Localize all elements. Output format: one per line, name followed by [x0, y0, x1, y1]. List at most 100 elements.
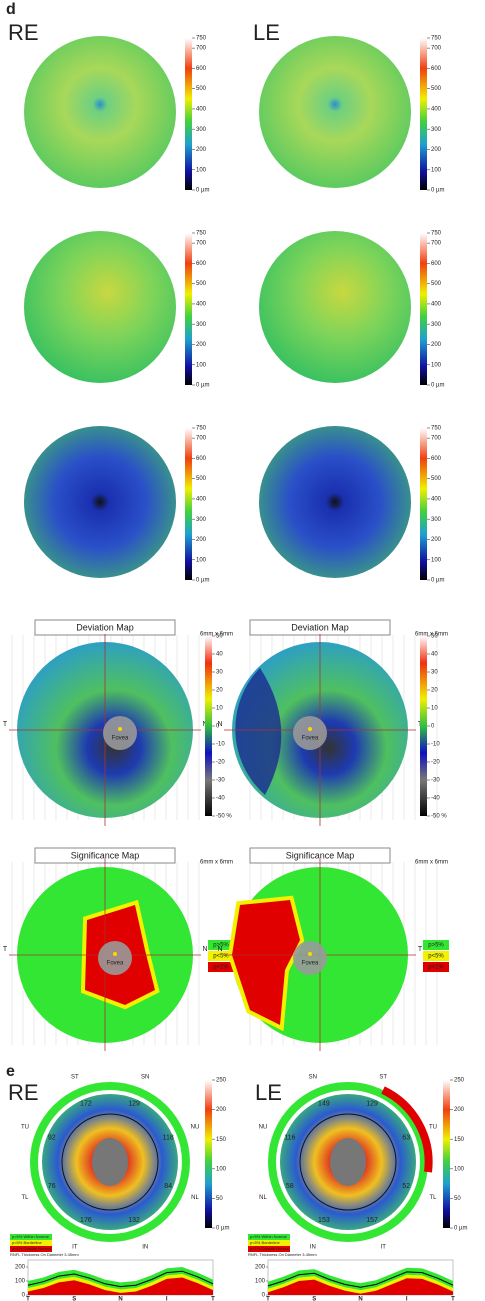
sector-name: NU — [259, 1124, 268, 1130]
legend-label: p<1% Outside Normal — [250, 1246, 289, 1251]
colorbar-tick-label: 600 — [431, 456, 442, 462]
sector-name: SN — [309, 1075, 317, 1081]
colorbar-tick-label: 700 — [196, 241, 207, 247]
sector-value: 63 — [402, 1135, 410, 1142]
colorbar-tick-label: 400 — [431, 107, 442, 113]
legend-label: p<5% Borderline — [12, 1240, 42, 1245]
colorbar-tick-label: 300 — [196, 127, 207, 133]
fovea-label: Fovea — [302, 736, 319, 742]
colorbar-tick-label: 700 — [431, 46, 442, 52]
colorbar-tick-label: 200 — [431, 342, 442, 348]
side-label: T — [418, 946, 423, 953]
colorbar-tick-label: 750 — [431, 426, 442, 432]
colorbar-tick-label: 300 — [196, 517, 207, 523]
legend-swatch — [208, 951, 234, 961]
thickness-map — [24, 426, 176, 578]
colorbar-tick-label: 500 — [431, 281, 442, 287]
colorbar-tick-label: 500 — [196, 476, 207, 482]
colorbar-tick-label: 500 — [431, 86, 442, 92]
profile-line — [267, 1271, 454, 1288]
side-label: T — [3, 946, 8, 953]
colorbar-tick-label: 30 — [216, 670, 223, 676]
colorbar-tick-label: -20 — [431, 760, 440, 766]
legend-label: p<1% — [213, 965, 229, 971]
legend-swatch — [423, 940, 449, 950]
colorbar-tick-label: 0 µm — [196, 188, 209, 194]
x-tick-label: T — [211, 1297, 215, 1301]
colorbar-tick-label: 700 — [196, 46, 207, 52]
map-size: 6mm x 6mm — [200, 632, 233, 638]
colorbar-tick-label: 200 — [454, 1107, 465, 1113]
sector-value: 172 — [80, 1101, 92, 1108]
colorbar — [420, 233, 427, 385]
colorbar-tick-label: 30 — [431, 670, 438, 676]
legend-label: p<1% Outside Normal — [12, 1246, 51, 1251]
side-label: T — [3, 721, 8, 728]
significance-red — [232, 900, 300, 1025]
y-tick-label: 200 — [255, 1265, 266, 1271]
sector-name: NL — [191, 1195, 199, 1201]
colorbar-tick-label: 400 — [196, 107, 207, 113]
colorbar-tick-label: -20 — [216, 760, 225, 766]
colorbar — [185, 428, 192, 580]
colorbar — [420, 636, 427, 816]
colorbar-tick-label: 600 — [196, 261, 207, 267]
colorbar-tick-label: 750 — [431, 36, 442, 42]
colorbar-tick-label: 0 µm — [196, 578, 209, 584]
colorbar-tick-label: 600 — [431, 66, 442, 72]
colorbar-tick-label: -30 — [431, 778, 440, 784]
colorbar-tick-label: 100 — [431, 362, 442, 368]
x-tick-label: I — [406, 1297, 408, 1301]
colorbar-tick-label: 700 — [431, 241, 442, 247]
sector-value: 129 — [128, 1101, 140, 1108]
sector-value: 84 — [164, 1183, 172, 1190]
sector-name: NL — [259, 1195, 267, 1201]
eye-label: LE — [255, 1080, 282, 1105]
map-title: Significance Map — [286, 850, 355, 860]
x-tick-label: T — [451, 1297, 455, 1301]
thickness-map — [259, 36, 411, 188]
sector-name: IN — [142, 1245, 148, 1251]
sector-name: TL — [21, 1195, 29, 1201]
panel-label: e — [6, 1063, 15, 1080]
colorbar-tick-label: 200 — [431, 537, 442, 543]
fovea-dot — [308, 952, 312, 956]
legend-swatch — [10, 1234, 52, 1240]
sector-value: 129 — [366, 1101, 378, 1108]
colorbar-tick-label: -40 — [431, 796, 440, 802]
colorbar-tick-label: 400 — [196, 302, 207, 308]
y-tick-label: 200 — [15, 1265, 26, 1271]
sector-name: TU — [429, 1124, 437, 1130]
colorbar-tick-label: 0 µm — [431, 188, 444, 194]
colorbar-tick-label: 50 — [454, 1196, 461, 1202]
colorbar-tick-label: 300 — [431, 517, 442, 523]
colorbar-tick-label: 100 — [196, 557, 207, 563]
colorbar-tick-label: 100 — [196, 362, 207, 368]
fovea-label: Fovea — [112, 736, 129, 742]
thickness-map — [24, 36, 176, 188]
y-tick-label: 100 — [255, 1279, 266, 1285]
colorbar-tick-label: 200 — [196, 342, 207, 348]
map-size: 6mm x 6mm — [415, 860, 448, 866]
colorbar — [205, 636, 212, 816]
colorbar — [185, 233, 192, 385]
colorbar-tick-label: 750 — [196, 426, 207, 432]
side-label: N — [202, 946, 207, 953]
x-tick-label: S — [72, 1297, 76, 1301]
legend-label: p<1% — [428, 965, 444, 971]
colorbar — [443, 1080, 450, 1228]
sector-name: IT — [72, 1245, 78, 1251]
colorbar-tick-label: 100 — [454, 1166, 465, 1172]
legend-label: p>5% Within Normal — [12, 1234, 49, 1239]
fovea-disk — [293, 941, 327, 975]
colorbar — [185, 38, 192, 190]
sector-value: 149 — [318, 1101, 330, 1108]
thickness-map — [259, 231, 411, 383]
map-title: Significance Map — [71, 850, 140, 860]
sector-value: 132 — [128, 1217, 140, 1224]
x-tick-label: I — [166, 1297, 168, 1301]
colorbar-tick-label: 750 — [196, 36, 207, 42]
sector-value: 76 — [48, 1183, 56, 1190]
colorbar-tick-label: 0 µm — [454, 1226, 467, 1232]
